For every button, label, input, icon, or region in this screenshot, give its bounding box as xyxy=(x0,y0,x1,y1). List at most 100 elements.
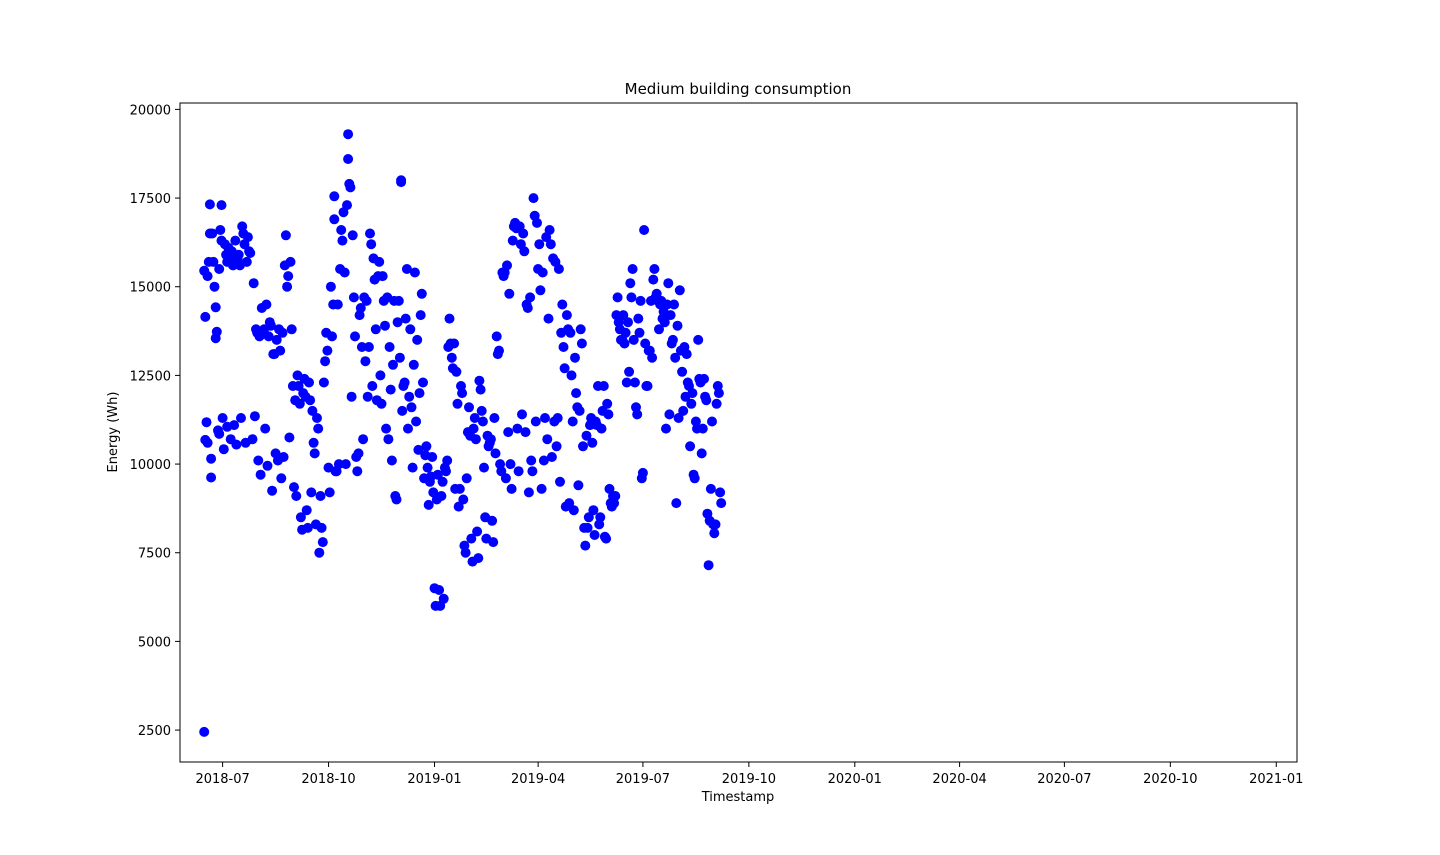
data-point xyxy=(262,460,273,471)
data-point xyxy=(672,320,683,331)
data-point xyxy=(663,278,674,289)
data-point xyxy=(701,395,712,406)
data-point xyxy=(621,377,632,388)
data-point xyxy=(276,473,287,484)
data-point xyxy=(206,472,217,483)
data-point xyxy=(355,303,366,313)
data-point xyxy=(699,373,709,384)
data-point xyxy=(522,303,533,313)
data-point xyxy=(559,363,570,374)
data-point xyxy=(260,423,271,434)
data-point xyxy=(633,313,644,324)
data-point xyxy=(367,381,378,391)
data-point xyxy=(637,467,648,478)
data-point xyxy=(201,417,212,428)
x-axis-label: Timestamp xyxy=(701,790,775,805)
data-point xyxy=(422,462,433,473)
chart-title: Medium building consumption xyxy=(625,80,852,98)
data-point xyxy=(313,423,324,434)
data-point xyxy=(199,726,210,737)
data-point xyxy=(582,522,593,533)
data-point xyxy=(598,381,609,391)
data-point xyxy=(711,398,722,409)
data-point xyxy=(685,441,696,452)
data-point xyxy=(301,505,312,516)
data-point xyxy=(218,444,229,455)
data-point xyxy=(345,182,356,193)
data-point xyxy=(230,235,241,246)
data-point xyxy=(570,352,580,363)
data-point xyxy=(567,416,578,427)
data-point xyxy=(623,317,633,328)
data-point xyxy=(543,313,554,324)
data-point xyxy=(217,413,228,423)
data-point xyxy=(343,154,354,164)
data-point xyxy=(336,225,347,235)
data-point xyxy=(360,356,371,367)
data-point xyxy=(561,310,572,321)
data-point xyxy=(488,537,499,548)
data-point xyxy=(361,295,372,306)
data-point xyxy=(648,274,659,285)
data-point xyxy=(469,413,480,423)
data-point xyxy=(474,375,485,386)
data-point xyxy=(376,398,387,409)
data-point xyxy=(320,356,331,367)
data-point xyxy=(506,483,517,494)
data-point xyxy=(324,487,335,498)
data-point xyxy=(283,271,294,282)
data-point xyxy=(451,366,462,377)
y-tick-label: 10000 xyxy=(130,458,171,473)
data-point xyxy=(573,480,584,491)
data-point xyxy=(587,437,598,448)
data-point xyxy=(229,420,240,431)
data-point xyxy=(625,278,636,289)
data-point xyxy=(518,228,529,239)
data-point xyxy=(284,432,295,443)
data-point xyxy=(348,292,359,303)
data-point xyxy=(709,528,720,539)
scatter-points xyxy=(199,129,727,737)
data-point xyxy=(629,377,640,388)
data-point xyxy=(457,388,468,399)
data-point xyxy=(356,342,367,352)
data-point xyxy=(363,342,374,352)
data-point xyxy=(476,405,487,416)
data-point xyxy=(530,416,541,427)
x-tick-label: 2019-01 xyxy=(407,772,461,787)
data-point xyxy=(214,428,225,439)
data-point xyxy=(557,299,568,310)
data-point xyxy=(468,423,479,434)
data-point xyxy=(477,416,488,427)
data-point xyxy=(503,427,514,438)
data-point xyxy=(340,459,351,470)
data-point xyxy=(343,129,354,140)
data-point xyxy=(374,256,385,267)
data-point xyxy=(304,377,314,388)
data-point xyxy=(580,540,591,551)
data-point xyxy=(464,402,474,413)
data-point xyxy=(247,434,258,445)
data-point xyxy=(687,388,698,399)
data-point xyxy=(472,526,483,537)
x-tick-label: 2019-07 xyxy=(616,772,670,787)
data-point xyxy=(441,466,451,477)
data-point xyxy=(403,423,413,434)
data-point xyxy=(307,405,318,416)
data-point xyxy=(639,225,650,235)
data-point xyxy=(391,494,402,505)
data-point xyxy=(686,398,697,409)
data-point xyxy=(710,519,721,530)
data-point xyxy=(661,423,671,434)
y-tick-label: 12500 xyxy=(130,369,171,384)
data-point xyxy=(654,324,664,335)
data-point xyxy=(603,409,614,420)
data-point xyxy=(418,377,428,388)
data-point xyxy=(705,483,716,494)
data-point xyxy=(438,593,449,604)
data-point xyxy=(404,391,415,402)
data-point xyxy=(703,560,714,571)
data-point xyxy=(329,191,340,202)
data-point xyxy=(412,334,423,345)
